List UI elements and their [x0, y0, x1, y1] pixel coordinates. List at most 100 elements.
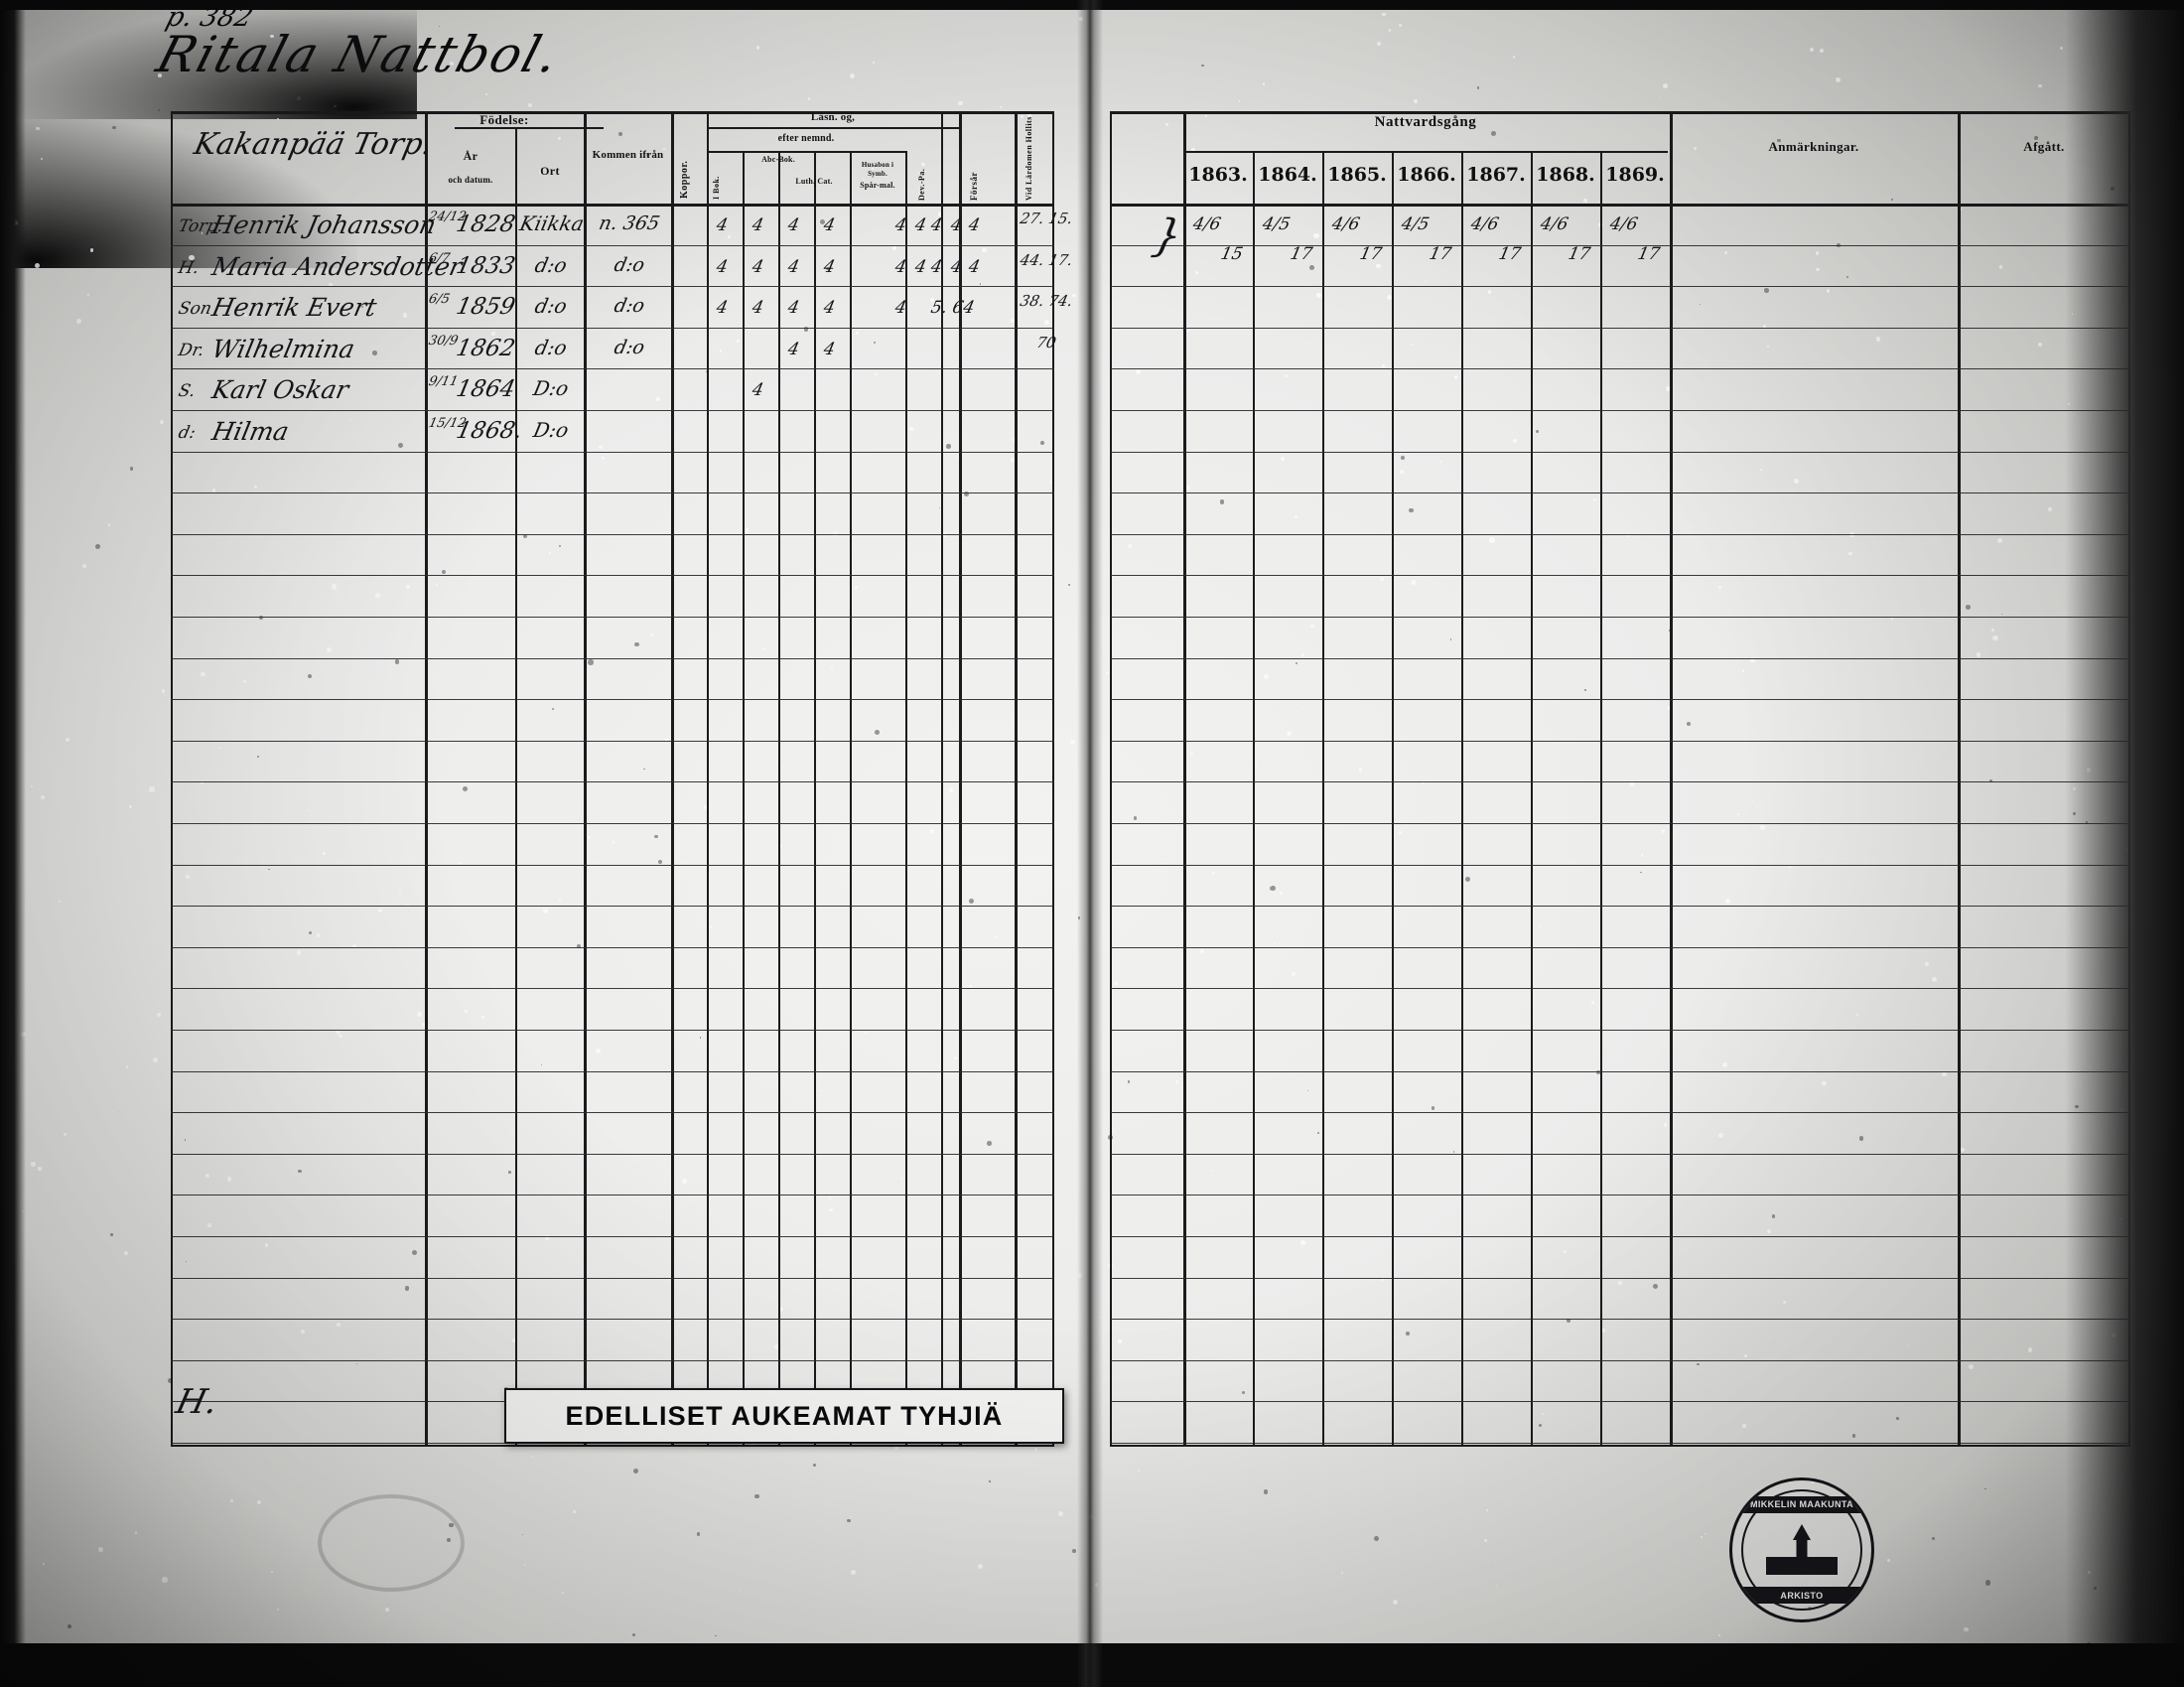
row-rule	[171, 328, 1054, 329]
scan-speck	[334, 105, 337, 108]
row-rule	[1110, 823, 2130, 824]
scan-speck	[763, 1073, 765, 1075]
scan-speck	[1484, 1538, 1488, 1543]
communion-mark: 4/6	[1190, 214, 1223, 234]
scan-speck	[633, 1468, 639, 1475]
scan-speck	[329, 283, 334, 287]
scan-speck	[612, 841, 614, 844]
left-header-rule-bottom	[171, 204, 1054, 207]
scan-speck	[336, 1029, 341, 1035]
scan-speck	[1932, 977, 1938, 983]
scan-speck	[201, 232, 204, 234]
scan-speck	[978, 1564, 984, 1570]
communion-year-3: 1866.	[1397, 164, 1456, 186]
scan-speck	[1137, 1469, 1140, 1472]
scan-speck	[899, 1177, 902, 1180]
scan-speck	[1985, 1580, 1991, 1586]
scan-speck	[645, 153, 650, 157]
scan-speck	[778, 1307, 784, 1313]
row-rule	[171, 1030, 1054, 1031]
scan-edge-left	[0, 0, 26, 1687]
scan-speck	[1034, 1448, 1037, 1451]
scan-speck	[1964, 1626, 1969, 1632]
scan-speck	[1388, 29, 1392, 32]
scan-speck	[111, 1110, 114, 1112]
scan-speck	[642, 768, 645, 771]
row-rule	[1110, 947, 2130, 948]
scan-speck	[531, 1456, 534, 1459]
left-group-rule-1	[455, 127, 604, 129]
scan-speck	[1049, 481, 1052, 484]
scan-speck	[489, 422, 494, 427]
scan-speck	[323, 851, 327, 855]
scan-speck	[1382, 364, 1386, 368]
scan-speck	[256, 755, 260, 759]
scan-speck	[1211, 1170, 1214, 1172]
archive-stamp-inner-ring	[1741, 1489, 1862, 1611]
scan-speck	[979, 282, 982, 285]
scan-speck	[1396, 881, 1399, 884]
row-rule	[1110, 1443, 2130, 1444]
scan-speck	[1750, 657, 1755, 663]
scan-speck	[1535, 429, 1540, 434]
scan-speck	[1997, 537, 2003, 543]
scan-speck	[186, 874, 191, 879]
header-col-ibok: I Bok.	[712, 176, 721, 200]
cell-value: 1862	[454, 336, 518, 361]
scan-speck	[458, 861, 461, 864]
scan-speck	[244, 314, 248, 318]
scan-speck	[1759, 824, 1766, 830]
scan-speck	[956, 456, 959, 459]
scan-speck	[435, 583, 438, 586]
row-rule	[1110, 1154, 2130, 1155]
row-rule	[171, 865, 1054, 866]
scan-speck	[189, 255, 195, 261]
scan-speck	[1924, 962, 1929, 966]
scan-speck	[1383, 820, 1385, 823]
right-col-sep-y1	[1253, 151, 1255, 1447]
row-rule	[1110, 1401, 2130, 1402]
scan-speck	[938, 507, 941, 509]
scan-speck	[1777, 138, 1781, 143]
scan-speck	[125, 1065, 129, 1068]
col-sep-r2	[778, 151, 780, 1447]
scan-speck	[1294, 514, 1297, 518]
row-rule	[171, 368, 1054, 369]
scan-speck	[1317, 1131, 1319, 1134]
scan-speck	[1591, 1001, 1595, 1005]
row-rule	[171, 823, 1054, 824]
scan-speck	[1668, 706, 1672, 710]
scan-speck	[1742, 1423, 1746, 1428]
col-sep-r4	[850, 151, 852, 1447]
scan-speck	[1816, 268, 1820, 272]
communion-mark: 4/6	[1607, 214, 1640, 234]
scan-speck	[588, 659, 594, 665]
cell-value: 30/9	[427, 334, 460, 349]
scan-speck	[1302, 706, 1305, 709]
scan-speck	[1425, 280, 1427, 282]
scan-speck	[1700, 1535, 1703, 1538]
header-col-abcbok: Abc-Bok.	[761, 155, 795, 164]
scan-speck	[407, 903, 410, 906]
scan-speck	[375, 593, 381, 599]
village-heading: Kakanpää Torp.	[191, 127, 436, 162]
scan-speck	[1399, 831, 1403, 834]
scan-speck	[270, 34, 274, 39]
scan-speck	[821, 1090, 823, 1092]
scan-speck	[875, 372, 878, 376]
cell-value: D:o	[531, 376, 571, 400]
row-rule	[171, 1112, 1054, 1113]
scan-speck	[1593, 497, 1597, 501]
row-rule	[171, 1071, 1054, 1072]
scan-speck	[149, 786, 155, 792]
scan-speck	[1238, 100, 1241, 102]
scan-speck	[1717, 1132, 1724, 1138]
scan-speck	[1039, 440, 1044, 445]
scan-speck	[2038, 343, 2043, 347]
header-anmarkningar: Anmärkningar.	[1768, 139, 1859, 154]
scan-speck	[653, 834, 658, 839]
scan-speck	[715, 1634, 717, 1637]
scan-speck	[500, 814, 503, 816]
scan-speck	[96, 421, 99, 423]
row-rule	[1110, 1112, 2130, 1113]
